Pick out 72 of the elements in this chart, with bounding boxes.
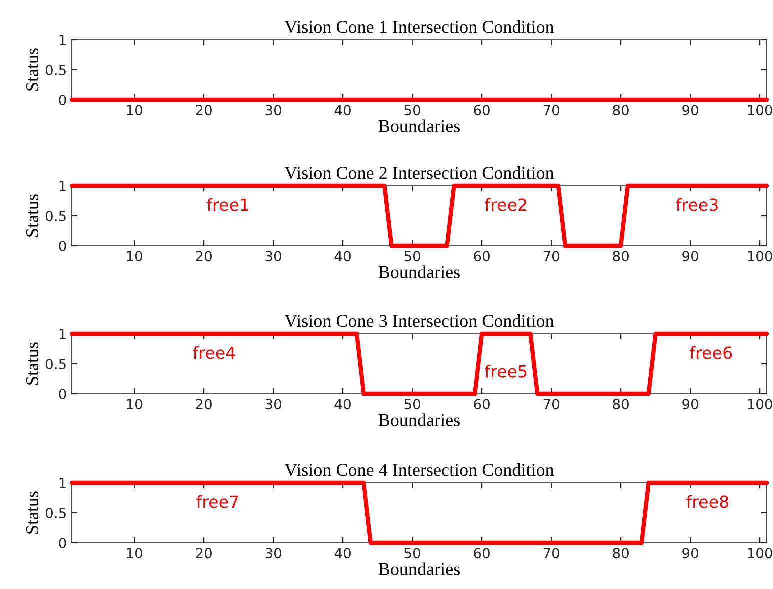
x-tick-label: 90 — [682, 105, 698, 116]
x-tick-label: 80 — [613, 251, 629, 262]
x-tick-label: 10 — [127, 548, 142, 559]
x-tick-label: 50 — [404, 251, 420, 262]
annotation: free7 — [196, 495, 238, 508]
x-tick-label: 90 — [682, 548, 698, 559]
annotation: free3 — [676, 198, 718, 212]
x-tick-label: 10 — [127, 251, 142, 262]
x-tick-label: 20 — [196, 251, 212, 262]
y-tick-label: 0 — [59, 388, 66, 400]
x-tick-label: 40 — [334, 251, 351, 262]
y-axis-title: Status — [26, 492, 39, 534]
x-tick-label: 60 — [474, 399, 490, 410]
x-axis-title: Boundaries — [378, 266, 460, 278]
x-tick-label: 90 — [682, 251, 698, 262]
y-tick-label: 0.5 — [46, 508, 66, 518]
x-tick-label: 20 — [196, 105, 212, 116]
chart-title: Vision Cone 4 Intersection Condition — [284, 464, 554, 476]
x-tick-label: 60 — [474, 251, 490, 262]
x-tick-label: 60 — [474, 105, 490, 116]
x-tick-label: 80 — [613, 399, 629, 410]
x-tick-label: 40 — [334, 548, 351, 559]
x-tick-label: 100 — [748, 105, 772, 116]
x-tick-label: 70 — [544, 105, 560, 116]
x-tick-label: 40 — [334, 105, 351, 116]
x-tick-label: 90 — [682, 399, 698, 410]
y-tick-label: 0.5 — [46, 64, 66, 76]
x-tick-label: 30 — [266, 251, 282, 262]
y-axis-title: Status — [26, 342, 39, 385]
x-axis-title: Boundaries — [378, 562, 460, 576]
x-tick-label: 50 — [404, 399, 420, 410]
y-tick-label: 0.5 — [46, 210, 66, 222]
y-tick-label: 1 — [60, 35, 66, 46]
x-tick-label: 10 — [127, 105, 142, 116]
x-tick-label: 100 — [748, 548, 772, 559]
x-tick-label: 30 — [266, 399, 282, 410]
x-tick-label: 60 — [474, 548, 490, 559]
y-tick-label: 1 — [60, 181, 66, 192]
chart-title: Vision Cone 2 Intersection Condition — [284, 166, 554, 180]
y-tick-label: 1 — [60, 478, 66, 488]
annotation: free6 — [690, 346, 732, 360]
x-tick-label: 30 — [266, 548, 282, 559]
x-tick-label: 100 — [748, 399, 772, 410]
x-tick-label: 40 — [334, 399, 351, 410]
x-tick-label: 50 — [404, 548, 420, 559]
x-tick-label: 20 — [196, 548, 212, 559]
x-tick-label: 20 — [196, 399, 212, 410]
y-tick-label: 0.5 — [46, 358, 66, 370]
x-tick-label: 70 — [544, 251, 560, 262]
annotation: free4 — [193, 346, 236, 360]
y-tick-label: 0 — [59, 538, 66, 548]
x-tick-label: 80 — [613, 548, 629, 559]
annotation: free2 — [485, 198, 526, 212]
x-axis-title: Boundaries — [378, 120, 460, 132]
chart-title: Vision Cone 1 Intersection Condition — [284, 20, 554, 34]
annotation: free5 — [485, 364, 527, 378]
x-tick-label: 100 — [748, 251, 772, 262]
x-tick-label: 70 — [544, 399, 560, 410]
x-tick-label: 10 — [127, 399, 142, 410]
y-tick-label: 0 — [59, 94, 66, 106]
x-tick-label: 50 — [404, 105, 420, 116]
x-tick-label: 80 — [613, 105, 629, 116]
y-axis-title: Status — [26, 48, 39, 91]
y-axis-title: Status — [26, 194, 39, 237]
x-axis-title: Boundaries — [378, 414, 460, 426]
chart-title: Vision Cone 3 Intersection Condition — [284, 314, 554, 328]
annotation: free8 — [686, 495, 729, 508]
y-tick-label: 1 — [60, 329, 66, 340]
y-tick-label: 0 — [59, 240, 66, 252]
annotation: free1 — [207, 198, 249, 212]
x-tick-label: 30 — [266, 105, 282, 116]
x-tick-label: 70 — [544, 548, 560, 559]
